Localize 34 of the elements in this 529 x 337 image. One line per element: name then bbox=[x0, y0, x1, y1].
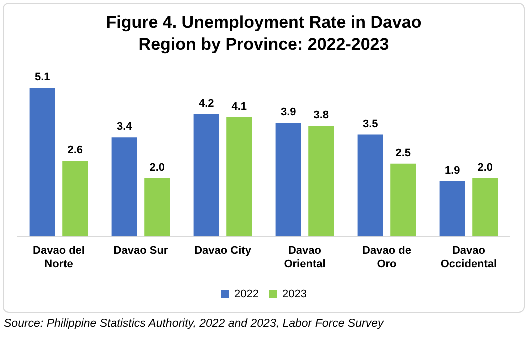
bar bbox=[144, 178, 170, 237]
x-tick-label: Davao del Norte bbox=[33, 245, 85, 270]
x-tick-label: Davao Sur bbox=[114, 245, 169, 258]
data-label: 2.0 bbox=[150, 162, 166, 174]
legend-label: 2023 bbox=[282, 288, 307, 301]
bar bbox=[440, 181, 466, 237]
chart-title: Figure 4. Unemployment Rate in Davao Region by Province: 2022-2023 bbox=[105, 12, 423, 56]
data-label: 2.0 bbox=[478, 162, 494, 174]
data-label: 3.8 bbox=[314, 110, 330, 122]
data-label: 5.1 bbox=[34, 72, 50, 84]
bar bbox=[472, 178, 498, 237]
data-label: 2.5 bbox=[396, 147, 412, 160]
bar bbox=[276, 123, 302, 237]
data-label: 3.5 bbox=[362, 118, 378, 130]
x-tick-label: Davao de Oro bbox=[362, 245, 412, 270]
bar bbox=[30, 88, 56, 237]
bar bbox=[226, 117, 252, 237]
data-label: 1.9 bbox=[444, 164, 460, 177]
bar bbox=[308, 126, 334, 237]
bar bbox=[390, 164, 416, 237]
data-label: 4.2 bbox=[198, 98, 214, 110]
x-tick-label: Davao City bbox=[194, 245, 252, 258]
source-note: Source: Philippine Statistics Authority, 2022 and 2023, Labor Force Survey bbox=[4, 318, 384, 330]
x-tick-label: Davao Oriental bbox=[284, 245, 326, 270]
data-label: 3.4 bbox=[116, 121, 134, 134]
legend-label: 2022 bbox=[234, 288, 260, 301]
x-tick-label: Davao Occidental bbox=[440, 245, 498, 270]
bar bbox=[358, 134, 384, 237]
data-label: 2.6 bbox=[68, 144, 84, 156]
bar bbox=[112, 138, 138, 237]
data-label: 3.9 bbox=[280, 106, 296, 119]
bar bbox=[62, 160, 88, 237]
bar bbox=[194, 114, 220, 237]
data-label: 4.1 bbox=[232, 100, 248, 113]
